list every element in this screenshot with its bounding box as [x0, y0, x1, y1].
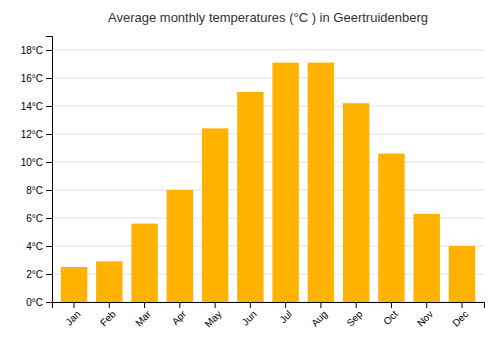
- bar: [449, 246, 475, 302]
- y-tick-label: 16°C: [21, 73, 43, 84]
- y-axis-line: [46, 37, 53, 303]
- x-tick: Sep: [344, 302, 365, 329]
- y-tick: 12°C: [21, 129, 52, 140]
- y-tick-mark: [46, 218, 52, 219]
- x-tick-label: Nov: [415, 308, 435, 328]
- x-tick-mark: [179, 302, 180, 308]
- x-tick: Feb: [98, 302, 118, 328]
- x-tick-label: May: [202, 308, 223, 329]
- x-tick-mark: [285, 302, 286, 308]
- grid-line: [52, 50, 484, 51]
- grid-line: [52, 78, 484, 79]
- y-tick-label: 6°C: [26, 213, 43, 224]
- y-tick-label: 18°C: [21, 45, 43, 56]
- x-tick-mark: [391, 302, 392, 308]
- y-tick: 8°C: [26, 185, 52, 196]
- x-tick-label: Jun: [240, 308, 259, 327]
- y-tick: 14°C: [21, 101, 52, 112]
- y-tick-mark: [46, 190, 52, 191]
- bar: [272, 63, 298, 302]
- y-tick: 2°C: [26, 269, 52, 280]
- x-tick-mark: [426, 302, 427, 308]
- bar: [308, 63, 334, 302]
- y-tick-label: 10°C: [21, 157, 43, 168]
- grid-line: [52, 162, 484, 163]
- x-tick-label: Mar: [133, 308, 153, 328]
- bar: [167, 190, 193, 302]
- y-tick-mark: [46, 162, 52, 163]
- x-tick-mark: [461, 302, 462, 308]
- bar: [61, 267, 87, 302]
- x-tick-label: Jul: [277, 308, 294, 325]
- x-tick: Oct: [381, 302, 400, 327]
- bar: [96, 261, 122, 302]
- y-tick-mark: [46, 134, 52, 135]
- bar: [343, 103, 369, 302]
- y-tick-label: 14°C: [21, 101, 43, 112]
- bar: [237, 92, 263, 302]
- y-tick-mark: [46, 106, 52, 107]
- x-tick: Nov: [415, 302, 435, 329]
- x-tick-mark: [109, 302, 110, 308]
- grid: [52, 50, 484, 302]
- x-tick-mark: [215, 302, 216, 308]
- x-tick-mark: [74, 302, 75, 308]
- y-tick: 6°C: [26, 213, 52, 224]
- bar: [378, 154, 404, 302]
- chart: 0°C 2°C 4°C 6°C 8°C 10°C 12°C 14°C 16°C 18°C Jan Fe…: [0, 0, 500, 350]
- y-tick-mark: [46, 302, 52, 303]
- x-tick-mark: [144, 302, 145, 308]
- x-tick: Jun: [240, 302, 259, 328]
- x-tick-mark: [320, 302, 321, 308]
- x-tick-label: Oct: [381, 308, 400, 327]
- bar: [202, 128, 228, 302]
- x-tick-mark: [356, 302, 357, 308]
- y-tick-mark: [46, 78, 52, 79]
- x-tick: Jul: [277, 302, 294, 325]
- y-tick-label: 8°C: [26, 185, 43, 196]
- x-tick-label: Jan: [63, 308, 82, 327]
- x-axis: Jan Feb Mar Apr May Jun Jul Aug Sep Oct Nov Dec: [53, 302, 485, 330]
- y-tick-mark: [46, 246, 52, 247]
- grid-line: [52, 190, 484, 191]
- y-tick: 16°C: [21, 73, 52, 84]
- x-tick: Apr: [170, 302, 189, 327]
- y-tick-label: 12°C: [21, 129, 43, 140]
- x-tick: Dec: [450, 302, 470, 329]
- plot: 0°C 2°C 4°C 6°C 8°C 10°C 12°C 14°C 16°C 18°C Jan Fe…: [21, 37, 485, 330]
- y-tick-mark: [46, 274, 52, 275]
- y-tick-label: 4°C: [26, 241, 43, 252]
- grid-line: [52, 106, 484, 107]
- grid-line: [52, 134, 484, 135]
- x-tick-mark: [250, 302, 251, 308]
- x-tick-label: Feb: [98, 308, 118, 328]
- x-tick-label: Apr: [170, 308, 189, 327]
- x-axis-line: [53, 303, 485, 309]
- bar: [131, 224, 157, 302]
- bars: [61, 63, 475, 302]
- y-tick: 4°C: [26, 241, 52, 252]
- x-tick: Mar: [133, 302, 153, 328]
- x-tick: Jan: [63, 302, 82, 328]
- y-tick: 18°C: [21, 45, 52, 56]
- y-tick-label: 2°C: [26, 269, 43, 280]
- y-tick-mark: [46, 50, 52, 51]
- x-tick-label: Dec: [450, 308, 470, 328]
- x-tick-label: Sep: [344, 308, 365, 329]
- x-tick-label: Aug: [309, 308, 329, 328]
- y-tick: 0°C: [26, 297, 52, 308]
- y-axis: 0°C 2°C 4°C 6°C 8°C 10°C 12°C 14°C 16°C 18°C: [21, 37, 53, 308]
- x-tick: May: [202, 302, 223, 330]
- y-tick-label: 0°C: [26, 297, 43, 308]
- y-tick: 10°C: [21, 157, 52, 168]
- x-tick: Aug: [309, 302, 329, 329]
- title: Average monthly temperatures (°C ) in Ge…: [108, 10, 428, 25]
- bar: [413, 214, 439, 302]
